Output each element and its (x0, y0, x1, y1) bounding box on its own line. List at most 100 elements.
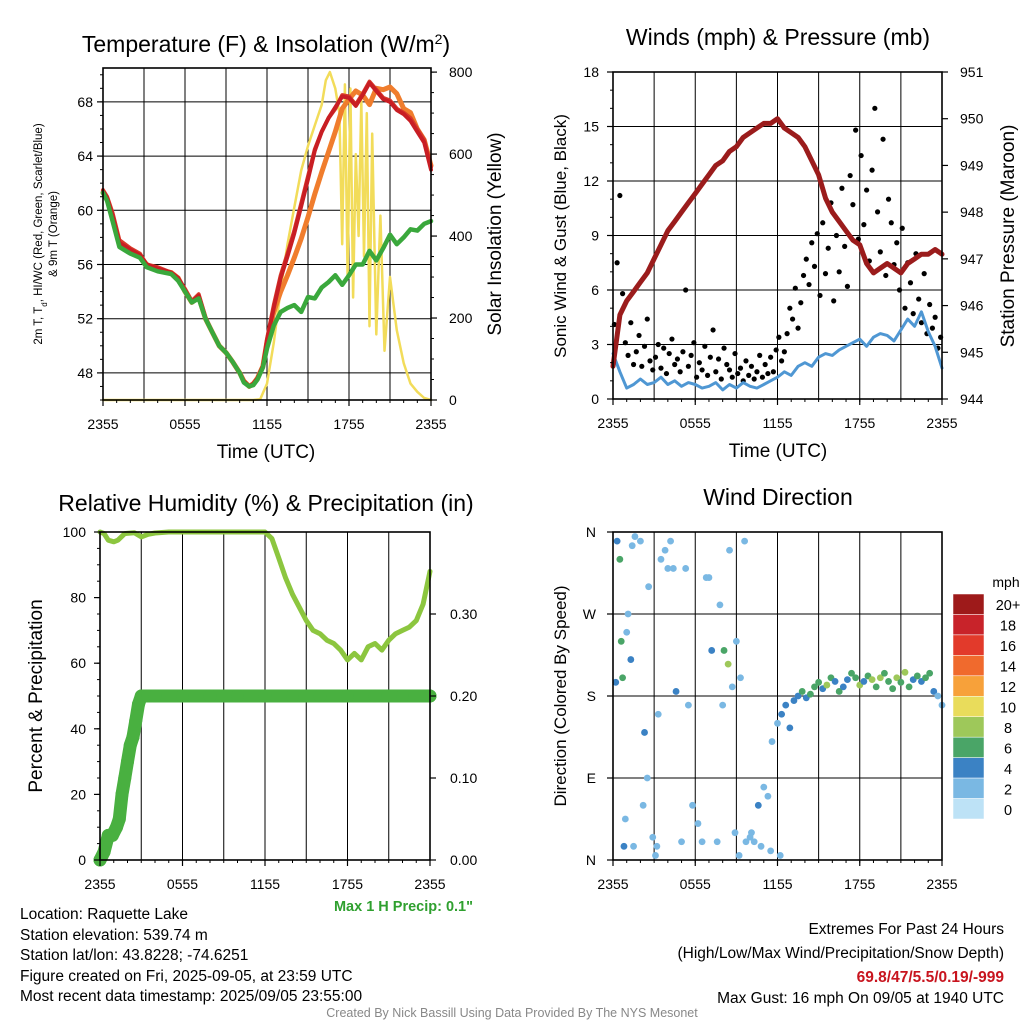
gust-point (770, 369, 776, 375)
precip-point (396, 689, 409, 703)
y2-tick-label: 0.30 (450, 606, 477, 622)
y-tick-label: 56 (77, 256, 93, 272)
title-main: Temperature (F) & Insolation (W/m (82, 31, 435, 57)
direction-point (719, 701, 727, 709)
x-tick-label: 1155 (252, 416, 282, 432)
wind-line (611, 310, 944, 392)
colorbar-label: 8 (1004, 721, 1012, 737)
gust-point (795, 325, 801, 331)
station-info: Location: Raquette Lake Station elevatio… (20, 905, 362, 1008)
gust-point (814, 231, 820, 237)
y-axis-label-line2: & 9m T (Orange) (48, 191, 60, 277)
x-tick-label: 0555 (169, 416, 200, 432)
direction-point (649, 833, 657, 841)
latlon-text: Station lat/lon: 43.8228; -74.6251 (20, 947, 249, 964)
y-tick-label: 100 (63, 524, 87, 540)
gust-point (748, 363, 755, 369)
direction-point (737, 674, 744, 682)
colorbar-swatch (952, 777, 985, 799)
gust-point (822, 271, 829, 277)
gust-point (680, 349, 686, 355)
precip-point (368, 689, 382, 703)
gust-point (880, 136, 886, 142)
gust-point (759, 374, 766, 380)
direction-point (930, 688, 938, 695)
x-tick-label: 2355 (84, 876, 115, 892)
direction-point (617, 637, 625, 645)
y-axis-label: Percent & Precipitation (26, 599, 47, 792)
direction-point (684, 701, 692, 709)
recent-timestamp-text: Most recent data timestamp: 2025/09/05 2… (20, 988, 363, 1005)
direction-point (782, 701, 790, 709)
direction-point (881, 669, 888, 677)
direction-point (731, 829, 739, 837)
gust-point (842, 243, 848, 249)
y2-tick-label: 944 (960, 391, 984, 407)
y-axis-label: Direction (Colored By Speed) (551, 585, 570, 806)
direction-point (786, 724, 794, 732)
y2-tick-label: 400 (449, 228, 473, 244)
gust-point (674, 356, 681, 362)
y2-tick-label: 949 (960, 157, 984, 173)
speed-colorbar: 20+ 18 16 14 12 10 8 6 4 2 0 mph (952, 574, 1020, 820)
gust-point (836, 269, 842, 275)
y2-tick-label: 947 (960, 251, 984, 267)
extremes-box: Extremes For Past 24 Hours (High/Low/Max… (678, 918, 1005, 1008)
direction-point (726, 546, 733, 554)
direction-point (630, 842, 637, 850)
gust-point (751, 376, 757, 382)
gust-point (666, 350, 672, 357)
gust-point (713, 369, 719, 375)
y2-tick-label: 600 (449, 146, 473, 162)
y2-tick-label: 945 (960, 344, 984, 360)
colorbar-swatch (952, 593, 985, 615)
gust-point (809, 240, 815, 246)
direction-point (732, 637, 740, 645)
colorbar-label: 0 (1004, 803, 1012, 819)
gust-point (847, 172, 853, 179)
y-tick-label: 60 (70, 655, 86, 671)
gust-point (647, 358, 653, 364)
y-tick-label: 9 (591, 228, 599, 244)
x-tick-label: 1155 (250, 876, 280, 892)
ylabel-part: , HI/WC (Red, Green, Scarlet/Blue) (33, 123, 45, 302)
direction-point (713, 838, 721, 846)
precip-point (258, 689, 272, 703)
x-tick-label: 0555 (680, 876, 711, 892)
y-tick-label: 15 (583, 119, 599, 135)
direction-point (844, 676, 851, 683)
colorbar-label: 10 (1000, 701, 1016, 717)
gust-point (907, 280, 914, 286)
created-text: Figure created on Fri, 2025-09-05, at 23… (20, 967, 353, 985)
direction-point (748, 829, 755, 837)
direction-point (754, 801, 762, 809)
precip-point (115, 787, 129, 801)
direction-point (776, 852, 784, 859)
gust-point (883, 272, 889, 279)
y-tick-label: 0 (591, 391, 599, 407)
gust-point (762, 361, 768, 368)
y-tick-label: 68 (77, 94, 93, 110)
colorbar-label: 18 (1000, 619, 1016, 635)
gust-point (628, 320, 634, 326)
gust-point (732, 350, 738, 357)
direction-point (698, 838, 706, 846)
colorbar-title: mph (992, 574, 1019, 590)
y-tick-label: 52 (77, 311, 93, 327)
gust-point (644, 316, 650, 322)
gust-point (619, 291, 626, 297)
y-tick-label: 0 (78, 852, 86, 868)
direction-point (682, 565, 690, 572)
gust-point (792, 285, 798, 291)
colorbar-label: 12 (1000, 680, 1016, 696)
direction-point (922, 674, 929, 682)
gust-point (630, 361, 637, 368)
chart-title: Relative Humidity (%) & Precipitation (i… (58, 490, 473, 516)
colorbar-swatch (952, 757, 985, 779)
gust-point (726, 367, 733, 373)
gust-point (707, 354, 713, 360)
direction-point (926, 669, 934, 677)
direction-point (669, 565, 677, 572)
direction-point (621, 815, 629, 823)
